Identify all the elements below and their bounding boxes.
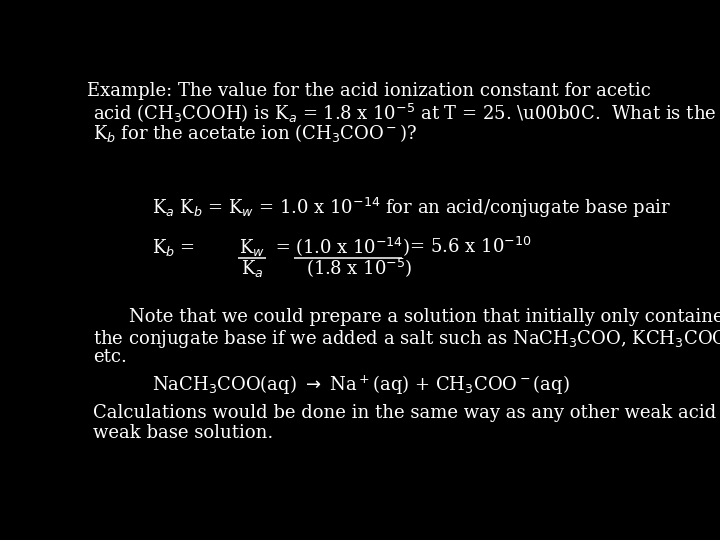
Text: K$_a$: K$_a$ xyxy=(241,258,264,279)
Text: NaCH$_3$COO(aq) $\rightarrow$ Na$^+$(aq) + CH$_3$COO$^-$(aq): NaCH$_3$COO(aq) $\rightarrow$ Na$^+$(aq)… xyxy=(152,373,570,396)
Text: Example: The value for the acid ionization constant for acetic: Example: The value for the acid ionizati… xyxy=(87,82,651,100)
Text: the conjugate base if we added a salt such as NaCH$_3$COO, KCH$_3$COO,: the conjugate base if we added a salt su… xyxy=(93,328,720,350)
Text: K$_b$ for the acetate ion (CH$_3$COO$^-$)?: K$_b$ for the acetate ion (CH$_3$COO$^-$… xyxy=(93,122,418,144)
Text: Calculations would be done in the same way as any other weak acid or: Calculations would be done in the same w… xyxy=(93,403,720,422)
Text: K$_b$ =: K$_b$ = xyxy=(152,238,197,259)
Text: K$_w$: K$_w$ xyxy=(239,238,265,259)
Text: = 5.6 x 10$^{-10}$: = 5.6 x 10$^{-10}$ xyxy=(404,238,531,258)
Text: Note that we could prepare a solution that initially only contained: Note that we could prepare a solution th… xyxy=(129,308,720,326)
Text: weak base solution.: weak base solution. xyxy=(93,423,274,442)
Text: (1.0 x 10$^{-14}$): (1.0 x 10$^{-14}$) xyxy=(294,235,410,258)
Text: =: = xyxy=(270,239,297,258)
Text: (1.8 x 10$^{-5}$): (1.8 x 10$^{-5}$) xyxy=(306,256,413,279)
Text: acid (CH$_3$COOH) is K$_a$ = 1.8 x 10$^{-5}$ at T = 25. \u00b0C.  What is the va: acid (CH$_3$COOH) is K$_a$ = 1.8 x 10$^{… xyxy=(93,102,720,125)
Text: K$_a$ K$_b$ = K$_w$ = 1.0 x 10$^{-14}$ for an acid/conjugate base pair: K$_a$ K$_b$ = K$_w$ = 1.0 x 10$^{-14}$ f… xyxy=(152,195,671,220)
Text: etc.: etc. xyxy=(93,348,127,366)
